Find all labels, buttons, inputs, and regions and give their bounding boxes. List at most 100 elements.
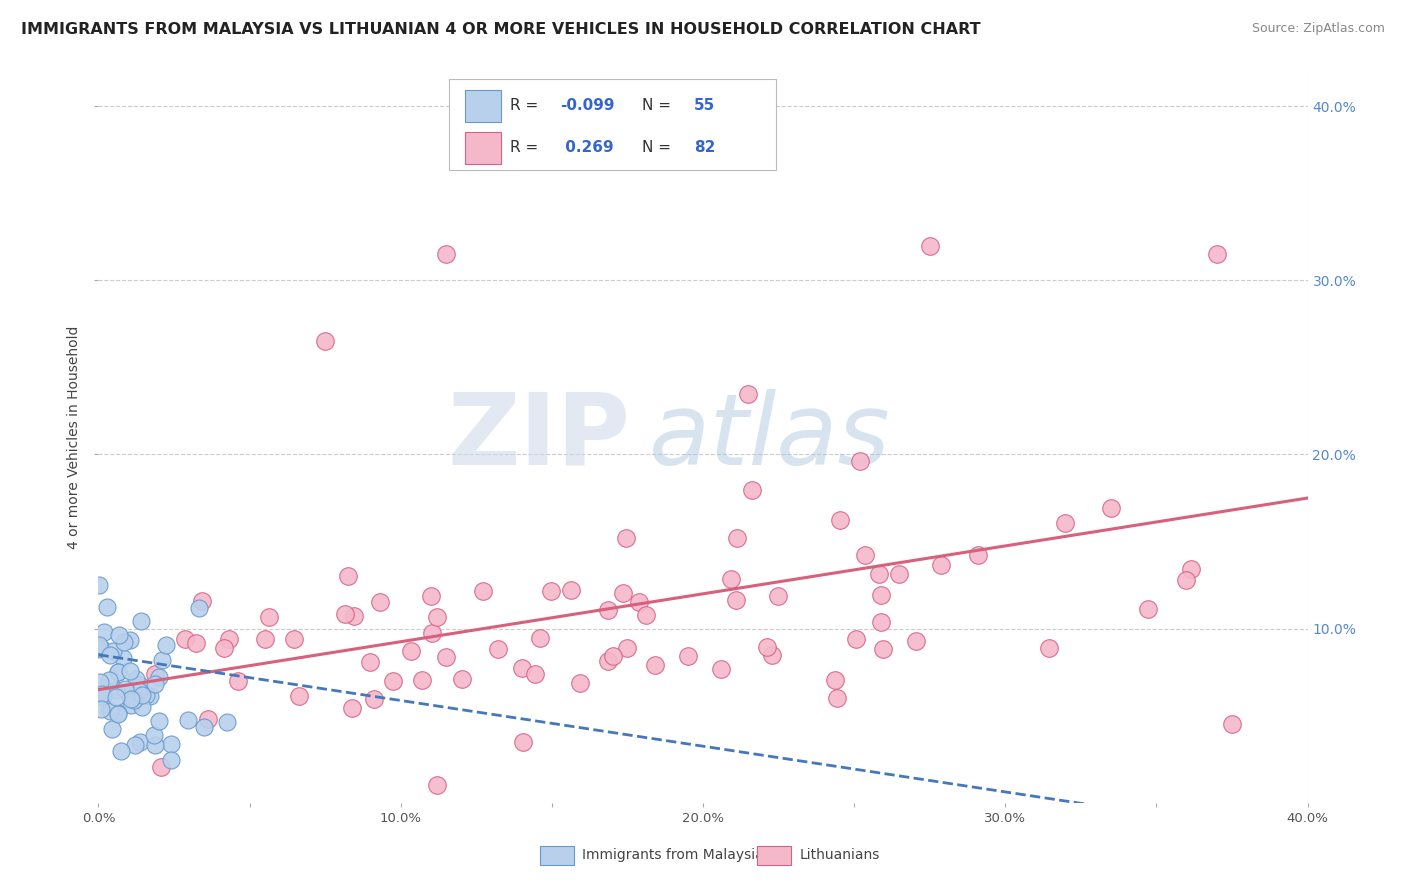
Point — [872, 642, 894, 657]
FancyBboxPatch shape — [464, 132, 501, 164]
Point — [135, 688, 157, 702]
FancyBboxPatch shape — [449, 78, 776, 170]
Point — [824, 673, 846, 687]
Point — [100, 722, 122, 736]
Point — [90, 702, 112, 716]
Text: N =: N = — [643, 140, 676, 155]
Point — [173, 632, 195, 647]
Text: 55: 55 — [695, 98, 716, 113]
Point — [107, 706, 129, 721]
Point — [710, 662, 733, 676]
Point — [1136, 601, 1159, 615]
Point — [104, 690, 127, 704]
Point — [512, 735, 534, 749]
Point — [368, 594, 391, 608]
Text: N =: N = — [643, 98, 676, 113]
Point — [560, 583, 582, 598]
Point — [598, 603, 620, 617]
Point — [724, 592, 747, 607]
Point — [1180, 562, 1202, 576]
Text: IMMIGRANTS FROM MALAYSIA VS LITHUANIAN 4 OR MORE VEHICLES IN HOUSEHOLD CORRELATI: IMMIGRANTS FROM MALAYSIA VS LITHUANIAN 4… — [21, 22, 981, 37]
Point — [870, 615, 893, 630]
Point — [488, 642, 510, 657]
Point — [107, 665, 129, 679]
Point — [434, 650, 457, 665]
Point — [849, 454, 872, 468]
Point — [193, 720, 215, 734]
Point — [114, 681, 136, 696]
Point — [529, 632, 551, 646]
Point — [98, 648, 121, 663]
Point — [148, 670, 170, 684]
Point — [755, 640, 778, 654]
Point — [87, 578, 110, 592]
Point — [259, 610, 281, 624]
Point — [676, 649, 699, 664]
Point — [120, 698, 142, 712]
Point — [825, 691, 848, 706]
Point — [905, 634, 928, 648]
Point — [426, 610, 449, 624]
Point — [540, 583, 562, 598]
Point — [87, 642, 110, 657]
Point — [90, 687, 112, 701]
FancyBboxPatch shape — [464, 90, 501, 122]
Point — [845, 632, 868, 646]
Point — [596, 654, 619, 668]
Point — [160, 753, 183, 767]
Point — [616, 640, 638, 655]
Point — [1175, 573, 1198, 587]
Point — [155, 639, 177, 653]
FancyBboxPatch shape — [758, 847, 792, 864]
Point — [569, 675, 592, 690]
Point — [741, 483, 763, 498]
Point — [105, 683, 128, 698]
Point — [107, 628, 129, 642]
Text: Source: ZipAtlas.com: Source: ZipAtlas.com — [1251, 22, 1385, 36]
Point — [1206, 247, 1229, 261]
Point — [129, 615, 152, 629]
Point — [254, 632, 277, 646]
Point — [120, 692, 142, 706]
Point — [131, 688, 153, 702]
Point — [612, 586, 634, 600]
Point — [122, 693, 145, 707]
Point — [125, 672, 148, 686]
Point — [966, 548, 988, 562]
Point — [1054, 516, 1077, 530]
Point — [160, 737, 183, 751]
Point — [143, 729, 166, 743]
Point — [737, 386, 759, 401]
Point — [411, 673, 433, 687]
Point — [111, 651, 134, 665]
Text: -0.099: -0.099 — [561, 98, 614, 113]
Point — [148, 714, 170, 728]
Point — [634, 607, 657, 622]
Point — [197, 713, 219, 727]
Point — [120, 665, 142, 679]
Point — [359, 655, 381, 669]
Point — [128, 735, 150, 749]
Point — [150, 760, 173, 774]
Text: Immigrants from Malaysia: Immigrants from Malaysia — [582, 848, 763, 863]
Point — [90, 640, 112, 655]
Text: R =: R = — [510, 140, 543, 155]
Point — [97, 673, 120, 687]
Point — [335, 607, 357, 621]
Point — [868, 566, 890, 581]
Point — [128, 683, 150, 698]
Point — [143, 666, 166, 681]
Point — [1099, 500, 1122, 515]
Text: ZIP: ZIP — [447, 389, 630, 485]
Point — [510, 661, 533, 675]
Point — [89, 675, 111, 690]
Point — [143, 738, 166, 752]
Point — [828, 513, 851, 527]
Point — [524, 666, 547, 681]
Point — [1220, 717, 1243, 731]
Point — [363, 692, 385, 706]
Point — [96, 600, 118, 615]
Point — [184, 636, 207, 650]
Point — [614, 531, 637, 545]
Text: R =: R = — [510, 98, 543, 113]
